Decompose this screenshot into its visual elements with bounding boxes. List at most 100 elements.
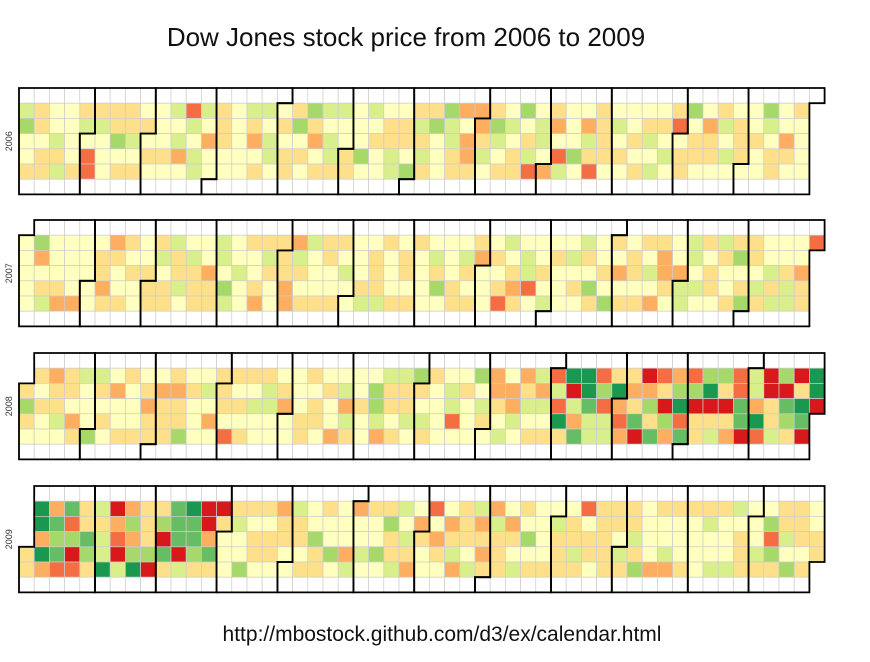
day-cell [140,413,157,430]
day-cell [429,413,445,430]
day-cell [216,413,233,430]
day-cell [520,367,537,384]
day-cell [596,178,613,195]
day-cell [94,250,111,266]
day-cell [201,367,217,384]
day-cell [353,398,369,415]
day-cell [535,148,552,165]
day-cell [185,443,202,460]
day-cell [170,516,187,532]
day-cell [383,118,400,134]
day-cell [231,428,248,445]
day-cell [33,219,50,236]
day-cell [733,398,749,415]
day-cell [702,87,719,104]
day-cell [201,87,217,104]
day-cell [261,87,278,104]
day-cell [383,413,400,430]
day-cell [368,265,385,282]
day-cell [550,413,567,430]
day-cell [94,398,111,415]
day-cell [246,234,263,251]
day-cell [489,219,506,236]
day-cell [748,280,765,297]
day-cell [125,561,141,578]
day-cell [292,295,309,312]
day-cell [702,443,719,460]
day-cell [793,561,810,578]
day-cell [520,118,537,134]
day-cell [778,546,795,563]
day-cell [672,219,689,236]
day-cell [261,295,278,312]
day-cell [277,102,293,119]
day-cell [793,219,810,236]
day-cell [626,178,643,195]
day-cell [535,367,552,384]
day-cell [778,367,795,384]
day-cell [170,367,187,384]
day-cell [307,443,324,460]
day-cell [793,516,810,532]
day-cell [520,234,537,251]
day-cell [641,576,658,593]
day-cell [763,561,780,578]
day-cell [79,485,96,502]
day-cell [33,500,50,517]
day-cell [672,265,689,282]
day-cell [201,352,217,369]
day-cell [793,148,810,165]
day-cell [687,352,704,369]
day-cell [520,500,537,517]
day-cell [398,576,415,593]
day-cell [140,383,157,399]
day-cell [140,546,157,563]
day-cell [383,265,400,282]
day-cell [292,485,309,502]
day-cell [778,428,795,445]
day-cell [125,531,141,548]
day-cell [49,148,65,165]
day-cell [733,234,749,251]
day-cell [79,118,96,134]
day-cell [64,576,81,593]
day-cell [444,178,461,195]
day-cell [185,352,202,369]
day-cell [292,133,309,150]
day-cell [322,295,339,312]
day-cell [581,531,597,548]
day-cell [49,367,65,384]
day-cell [246,485,263,502]
day-cell [49,576,65,593]
day-cell [489,310,506,327]
day-cell [733,485,749,502]
day-cell [353,561,369,578]
day-cell [444,561,461,578]
day-cell [64,234,81,251]
day-cell [672,133,689,150]
day-cell [170,250,187,266]
day-cell [596,234,613,251]
day-cell [489,280,506,297]
day-cell [246,367,263,384]
day-cell [474,485,491,502]
day-cell [596,576,613,593]
day-cell [170,561,187,578]
day-cell [368,413,385,430]
day-cell [337,234,354,251]
day-cell [383,234,400,251]
day-cell [793,576,810,593]
day-cell [18,576,35,593]
day-cell [246,576,263,593]
day-cell [337,250,354,266]
day-cell [140,265,157,282]
day-cell [535,561,552,578]
day-cell [170,485,187,502]
day-cell [611,367,628,384]
day-cell [140,295,157,312]
day-cell [444,576,461,593]
day-cell [307,133,324,150]
day-cell [64,367,81,384]
day-cell [641,561,658,578]
day-cell [474,234,491,251]
